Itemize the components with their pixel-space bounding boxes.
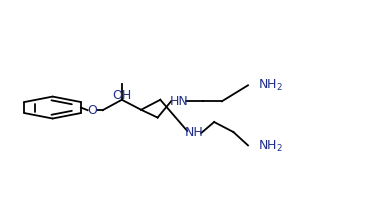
Text: OH: OH — [112, 89, 132, 102]
Text: O: O — [87, 104, 97, 117]
Text: NH$_2$: NH$_2$ — [257, 139, 283, 154]
Text: NH: NH — [185, 125, 203, 138]
Text: NH$_2$: NH$_2$ — [257, 78, 283, 93]
Text: HN: HN — [169, 95, 188, 108]
